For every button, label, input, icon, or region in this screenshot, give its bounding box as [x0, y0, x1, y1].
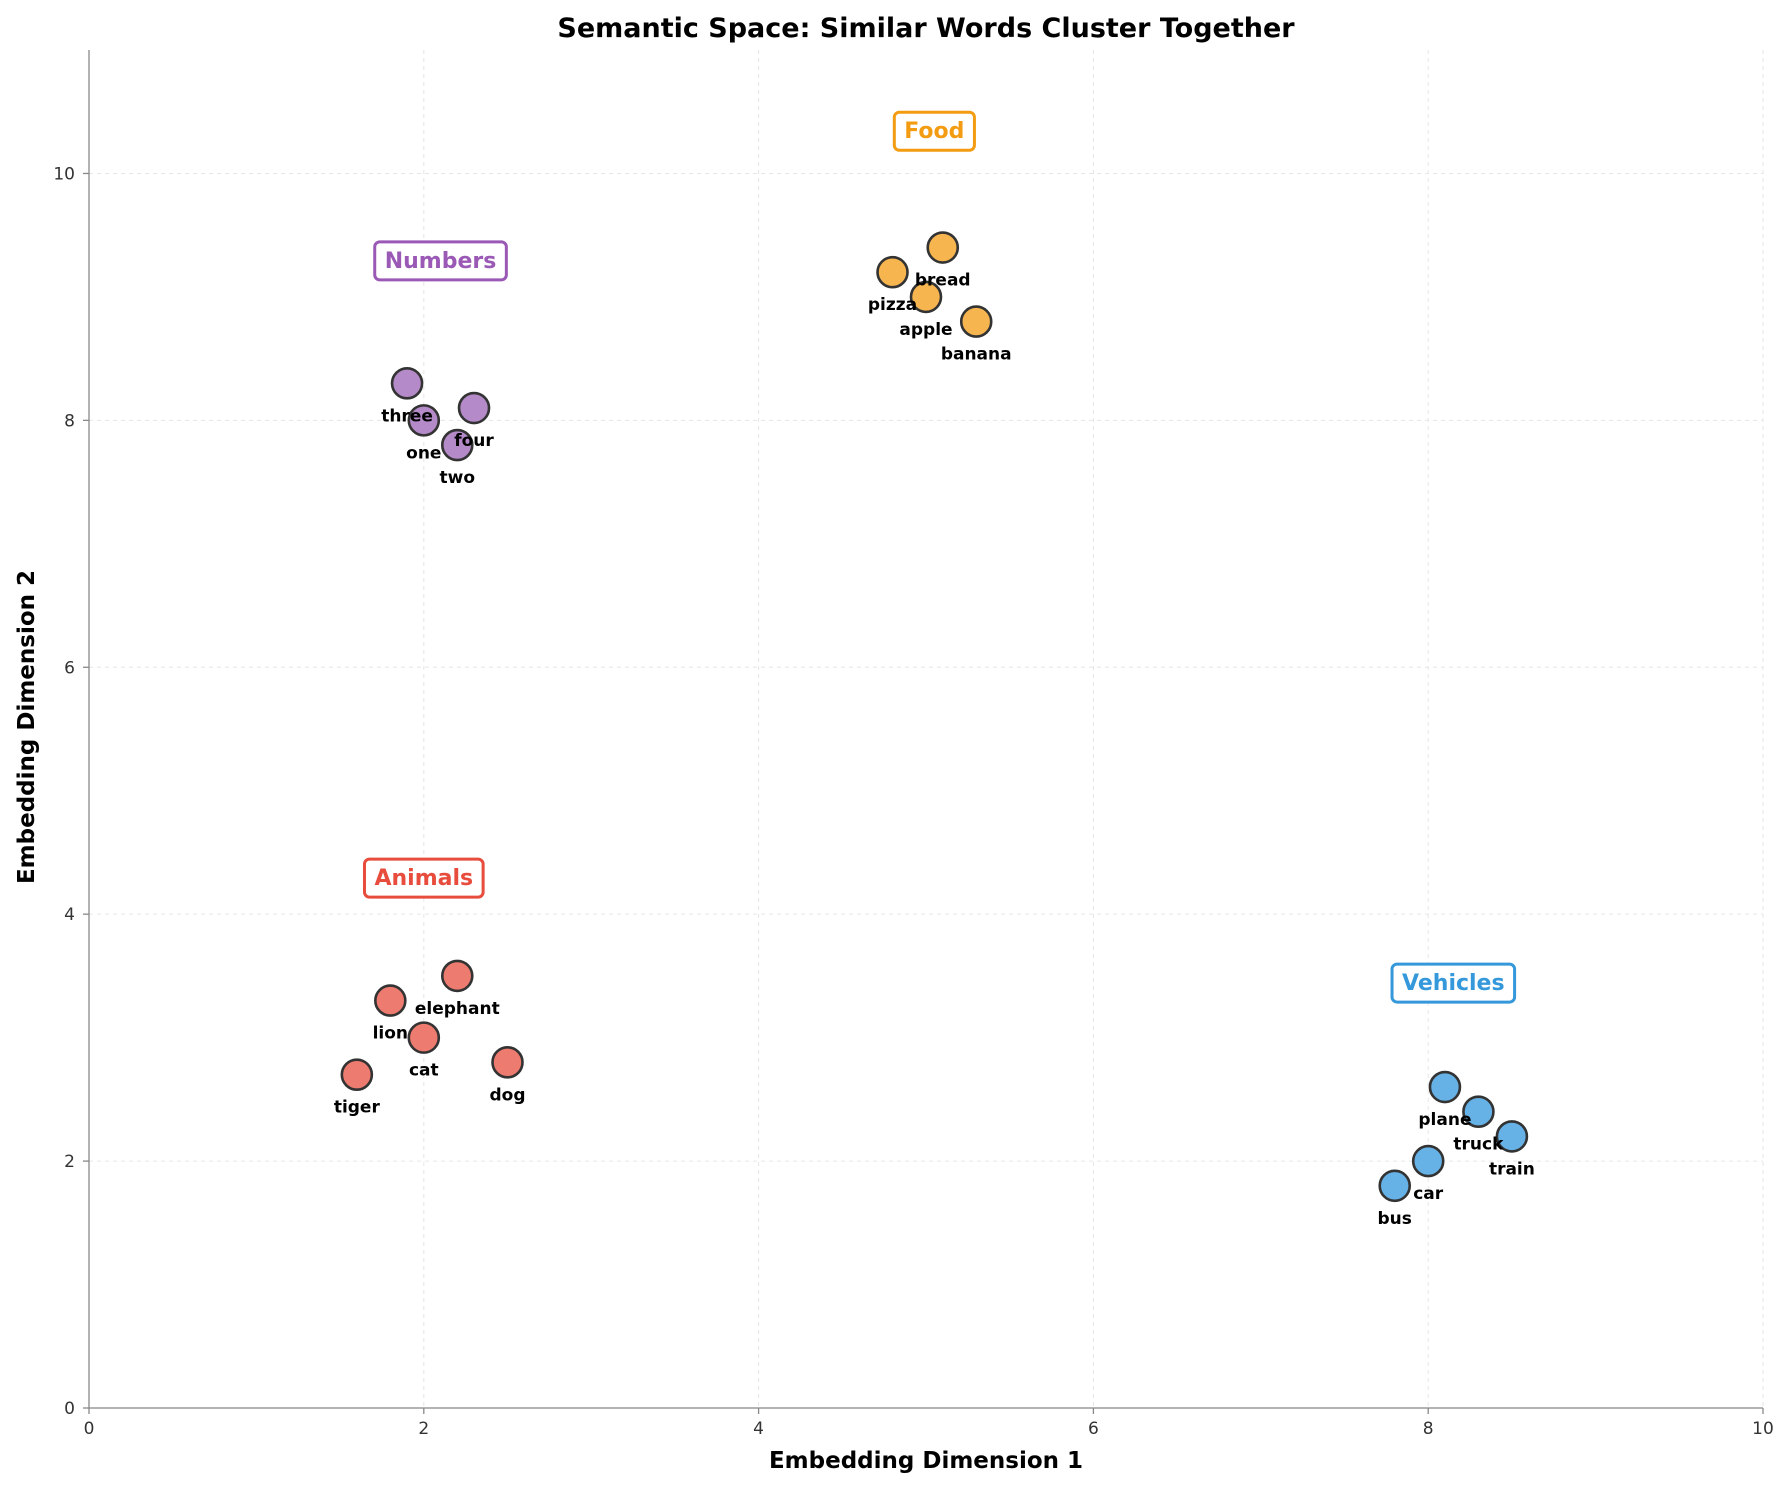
data-point-lion	[374, 984, 407, 1017]
cluster-label-box	[373, 240, 508, 282]
data-point-elephant	[440, 959, 474, 993]
chart-title: Semantic Space: Similar Words Cluster To…	[557, 13, 1295, 44]
y-axis-title: Embedding Dimension 2	[14, 570, 40, 884]
data-point-plane	[1428, 1070, 1462, 1104]
data-point-tiger	[340, 1058, 374, 1091]
word-label-plane: plane	[1418, 1110, 1471, 1130]
data-point-three	[390, 367, 424, 400]
word-label-one: one	[406, 443, 441, 463]
cluster-label-box	[1390, 962, 1517, 1004]
cluster-label-text: Vehicles	[1402, 971, 1505, 996]
word-labels: cat dog lion tiger elephant car truck bus train p…	[334, 271, 1535, 1229]
y-tick-label: 2	[64, 1152, 75, 1172]
cluster-label-box	[362, 857, 485, 899]
word-label-two: two	[440, 468, 476, 488]
y-tick-label: 4	[64, 905, 75, 925]
tick-labels: 0 2 4 6 8 10 0 2 4 6 8 10	[53, 164, 1773, 1439]
data-point-apple	[909, 280, 943, 314]
data-point-car	[1411, 1144, 1445, 1178]
data-points	[340, 231, 1529, 1203]
cluster-label-box	[892, 110, 976, 152]
cluster-label-text: Numbers	[385, 249, 497, 274]
data-point-four	[457, 391, 491, 425]
word-label-three: three	[381, 406, 433, 426]
word-label-banana: banana	[941, 345, 1012, 365]
word-label-apple: apple	[899, 320, 952, 340]
data-point-dog	[491, 1046, 524, 1079]
y-tick-label: 8	[64, 411, 75, 431]
word-label-train: train	[1489, 1159, 1535, 1179]
cluster-label-text: Food	[904, 119, 964, 144]
word-label-pizza: pizza	[868, 295, 917, 315]
data-point-banana	[959, 305, 993, 338]
data-point-two	[440, 428, 474, 462]
x-tick-label: 6	[1088, 1419, 1099, 1439]
y-tick-label: 0	[64, 1399, 75, 1419]
grid-lines	[89, 50, 1764, 1408]
data-point-train	[1495, 1120, 1529, 1153]
x-tick-label: 2	[418, 1419, 429, 1439]
word-label-truck: truck	[1453, 1135, 1504, 1155]
x-axis-title: Embedding Dimension 1	[769, 1448, 1083, 1474]
data-point-bus	[1378, 1169, 1412, 1203]
x-tick-label: 10	[1752, 1419, 1774, 1439]
cluster-label-text: Animals	[374, 866, 473, 891]
axes	[83, 50, 1764, 1414]
cluster-labels: Animals Vehicles Food Numbers	[362, 110, 1517, 1004]
y-tick-label: 10	[53, 164, 75, 184]
x-tick-label: 4	[753, 1419, 764, 1439]
word-label-tiger: tiger	[334, 1098, 381, 1118]
y-tick-label: 6	[64, 658, 75, 678]
word-label-bread: bread	[915, 271, 971, 291]
data-point-bread	[926, 231, 960, 264]
data-point-cat	[407, 1021, 441, 1054]
cluster-label-numbers: Numbers	[373, 240, 508, 282]
cluster-label-animals: Animals	[362, 857, 485, 899]
word-label-lion: lion	[373, 1024, 408, 1044]
word-label-car: car	[1413, 1184, 1444, 1204]
cluster-label-vehicles: Vehicles	[1390, 962, 1517, 1004]
data-point-pizza	[876, 255, 909, 289]
x-tick-label: 8	[1423, 1419, 1434, 1439]
word-label-cat: cat	[409, 1061, 439, 1081]
data-point-one	[407, 404, 441, 437]
x-tick-label: 0	[84, 1419, 95, 1439]
word-label-dog: dog	[489, 1085, 525, 1105]
data-point-truck	[1462, 1095, 1495, 1129]
word-label-elephant: elephant	[415, 999, 500, 1019]
word-label-bus: bus	[1378, 1209, 1412, 1229]
word-label-four: four	[454, 431, 494, 451]
cluster-label-food: Food	[892, 110, 976, 152]
